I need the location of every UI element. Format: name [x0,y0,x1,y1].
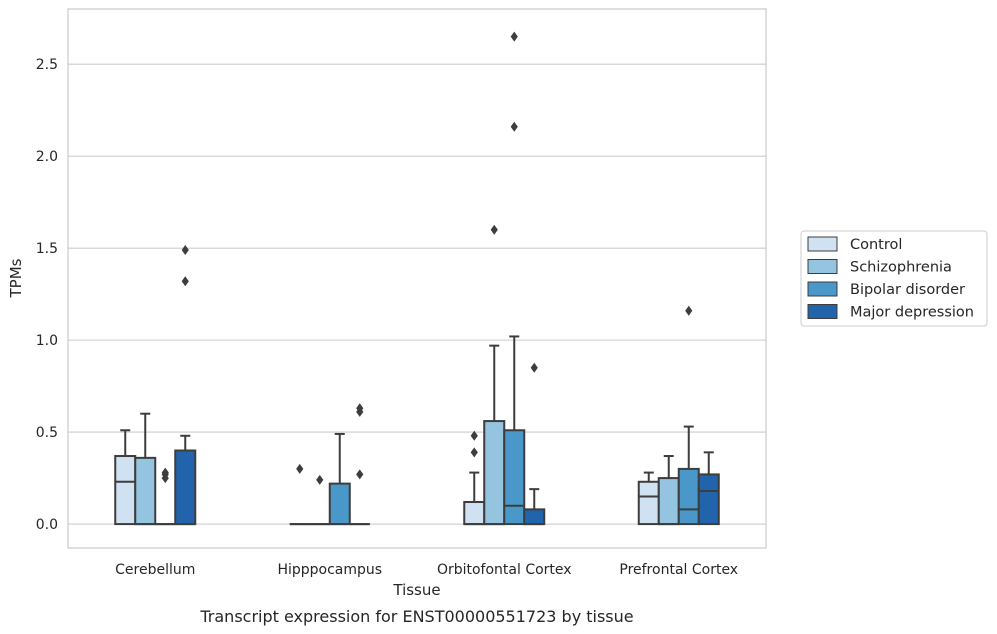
box [328,482,351,526]
legend-swatch [807,304,838,319]
legend-swatch [807,236,838,252]
outlier-point [356,403,364,414]
box-group [328,432,351,526]
box [523,508,546,526]
legend-swatch [807,259,838,274]
box [657,477,680,526]
box [134,456,157,526]
y-tick-label: 0.5 [36,425,58,441]
x-tick-label: Hipppocampus [277,562,382,578]
y-tick-label: 1.0 [36,333,58,349]
outlier-point [490,224,498,235]
x-tick-label: Cerebellum [115,562,195,578]
outlier-point [510,31,518,42]
x-tick-label: Orbitofontal Cortex [437,562,572,578]
x-axis-label: Tissue [392,581,440,599]
y-tick-label: 1.5 [36,241,58,257]
box [174,449,197,526]
box-group [637,471,660,526]
x-tick-label: Prefrontal Cortex [619,562,738,578]
box [503,429,526,526]
box [463,501,486,526]
box-group [289,463,310,526]
outlier-point [530,362,538,373]
legend: Control Schizophrenia Bipolar disorder Majo… [800,230,988,327]
chart-caption: Transcript expression for ENST0000055172… [199,607,633,626]
box-group [697,451,720,526]
box-group [174,244,197,526]
outlier-point [161,467,169,478]
box-group [463,430,486,526]
y-tick-labels: 0.0 0.5 1.0 1.5 2.0 2.5 [36,57,58,533]
outlier-point [470,447,478,458]
box [114,455,137,526]
outlier-point [510,121,518,132]
legend-label: Control [850,237,902,253]
box-group [523,362,546,526]
box [697,473,720,526]
legend-label: Schizophrenia [850,260,952,276]
box [637,480,660,526]
box-group [134,412,157,526]
y-tick-label: 2.5 [36,57,58,73]
y-tick-label: 2.0 [36,149,58,165]
outlier-point [356,469,364,480]
legend-label: Bipolar disorder [850,282,965,298]
box-group [309,474,330,526]
y-axis-label: TPMs [7,258,25,298]
x-tick-labels: Cerebellum Hipppocampus Orbitofontal Corte… [115,562,738,578]
box [483,420,506,526]
legend-label: Major depression [850,305,974,321]
outlier-point [316,474,324,485]
outlier-point [470,430,478,441]
box-group [349,403,370,526]
plot-area [67,8,767,549]
box [677,467,700,526]
outlier-point [296,463,304,474]
legend-frame [800,230,988,327]
box-groups [114,31,720,526]
outlier-point [685,305,693,316]
y-tick-label: 0.0 [36,517,58,533]
box-group [503,31,526,526]
outlier-point [181,276,189,287]
box-group [155,467,176,526]
legend-swatch [807,281,838,297]
outlier-point [181,244,189,255]
